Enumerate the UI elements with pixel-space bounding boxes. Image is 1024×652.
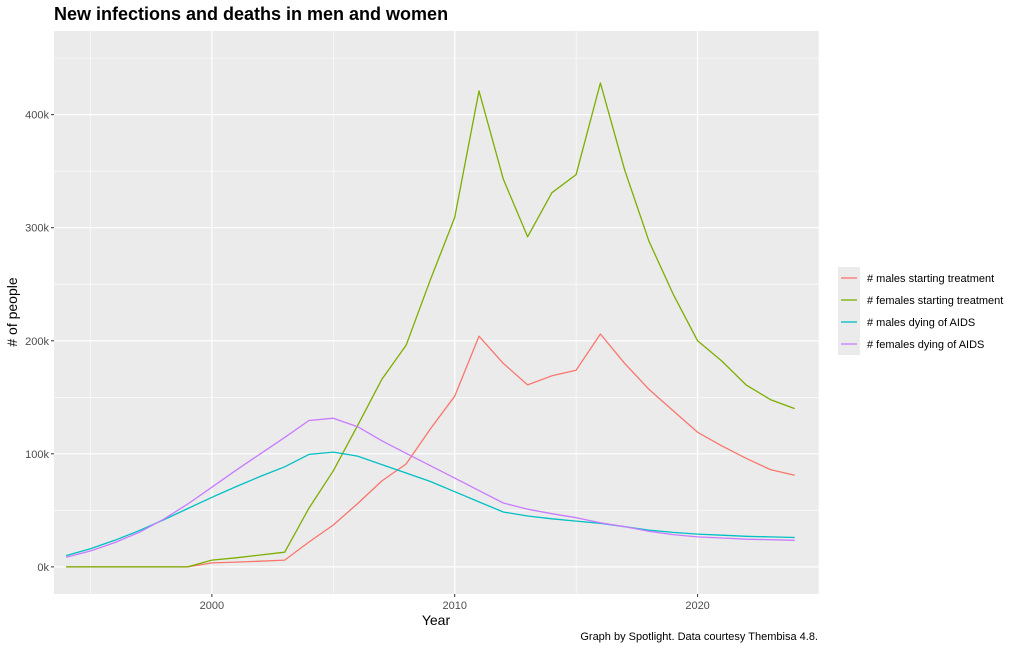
- chart-title: New infections and deaths in men and wom…: [54, 4, 449, 24]
- grid-minor: [54, 31, 820, 594]
- y-axis: 0k 100k 200k 300k 400k: [25, 110, 54, 574]
- y-tick-label: 400k: [25, 110, 49, 122]
- series-lines: [65, 82, 795, 568]
- x-axis: 2000 2010 2020: [200, 594, 710, 612]
- y-tick-label: 0k: [37, 562, 49, 574]
- legend-label-3: # males dying of AIDS: [867, 317, 975, 329]
- x-tick-label: 2010: [442, 600, 466, 612]
- plot-panel: [54, 31, 819, 594]
- y-tick-label: 100k: [25, 449, 49, 461]
- caption: Graph by Spotlight. Data courtesy Thembi…: [580, 631, 818, 643]
- x-tick-label: 2000: [200, 600, 224, 612]
- legend-label-2: # females starting treatment: [867, 295, 1003, 307]
- legend: # males starting treatment # females star…: [838, 267, 1003, 355]
- legend-label-4: # females dying of AIDS: [867, 339, 984, 351]
- x-axis-title: Year: [422, 612, 451, 628]
- x-tick-label: 2020: [685, 600, 709, 612]
- series-line-3: [65, 451, 795, 557]
- y-tick-label: 300k: [25, 223, 49, 235]
- legend-label-1: # males starting treatment: [867, 273, 994, 285]
- series-line-4: [65, 417, 795, 558]
- series-line-2: [66, 82, 795, 568]
- y-tick-label: 200k: [25, 336, 49, 348]
- y-axis-title: # of people: [4, 277, 20, 346]
